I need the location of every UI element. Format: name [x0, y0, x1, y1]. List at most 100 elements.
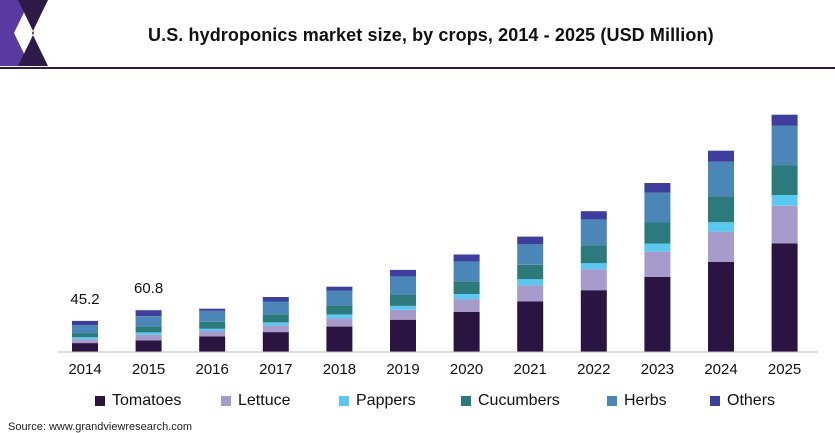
bar-segment-tomatoes-2018 [326, 326, 353, 352]
x-tick-label-2024: 2024 [704, 361, 737, 378]
bar-segment-lettuce-2025 [771, 205, 798, 244]
bar-segment-lettuce-2018 [326, 318, 353, 327]
bar-segment-cucumbers-2024 [708, 196, 734, 223]
bar-segment-cucumbers-2025 [771, 165, 798, 195]
legend-swatch-lettuce [221, 396, 231, 406]
bar-segment-others-2016 [199, 308, 226, 311]
x-tick-label-2019: 2019 [386, 361, 419, 378]
bar-segment-lettuce-2021 [517, 285, 544, 302]
x-tick-label-2025: 2025 [768, 361, 801, 378]
bar-segment-pappers-2016 [199, 328, 226, 331]
bar-segment-pappers-2014 [72, 337, 98, 340]
legend-swatch-cucumbers [461, 396, 471, 406]
bar-segment-herbs-2020 [453, 261, 480, 282]
x-tick-label-2015: 2015 [132, 361, 165, 378]
legend-item-herbs: Herbs [607, 392, 667, 410]
x-tick-label-2014: 2014 [68, 361, 101, 378]
bar-segment-pappers-2022 [580, 263, 607, 270]
brand-logo [0, 0, 48, 66]
legend-swatch-herbs [607, 396, 617, 406]
bar-segment-pappers-2015 [135, 332, 162, 335]
bar-segment-cucumbers-2021 [517, 264, 544, 280]
bar-segment-others-2014 [72, 320, 98, 326]
data-labels: 45.2 60.8 [70, 280, 163, 308]
header-divider [0, 67, 835, 69]
legend-item-cucumbers: Cucumbers [461, 392, 560, 410]
bars-layer [72, 114, 798, 352]
bar-segment-pappers-2018 [326, 314, 353, 319]
bar-segment-lettuce-2024 [708, 231, 734, 262]
bar-segment-herbs-2022 [580, 219, 607, 246]
bar-segment-tomatoes-2016 [199, 336, 226, 352]
bar-segment-pappers-2023 [644, 243, 671, 252]
bar-segment-pappers-2017 [262, 322, 289, 326]
bar-segment-pappers-2020 [453, 294, 480, 300]
bar-segment-tomatoes-2014 [72, 343, 98, 352]
x-tick-label-2016: 2016 [196, 361, 229, 378]
bar-segment-lettuce-2015 [135, 334, 162, 341]
legend-item-others: Others [710, 392, 775, 410]
chart-title: U.S. hydroponics market size, by crops, … [148, 25, 714, 45]
bar-segment-cucumbers-2022 [580, 245, 607, 264]
bar-segment-tomatoes-2020 [453, 311, 480, 352]
bar-segment-others-2020 [453, 254, 480, 262]
bar-segment-herbs-2018 [326, 290, 353, 306]
legend-label-cucumbers: Cucumbers [478, 392, 560, 409]
legend-item-tomatoes: Tomatoes [95, 392, 181, 410]
bar-segment-others-2019 [390, 269, 416, 277]
legend-item-pappers: Pappers [339, 392, 416, 410]
bar-segment-others-2017 [262, 297, 289, 302]
bar-segment-others-2022 [580, 211, 607, 220]
bar-segment-lettuce-2014 [72, 339, 98, 344]
bar-segment-herbs-2016 [199, 310, 226, 322]
bar-segment-cucumbers-2019 [390, 294, 416, 306]
bar-segment-herbs-2021 [517, 244, 544, 265]
bar-segment-tomatoes-2017 [262, 332, 289, 352]
chart-legend: Tomatoes Lettuce Pappers Cucumbers Herbs Othe… [95, 392, 795, 414]
bar-segment-cucumbers-2018 [326, 305, 353, 315]
bar-segment-herbs-2017 [262, 301, 289, 315]
bar-segment-herbs-2015 [135, 316, 162, 327]
bar-segment-cucumbers-2016 [199, 321, 226, 329]
bar-segment-pappers-2025 [771, 195, 798, 206]
bar-segment-tomatoes-2023 [644, 276, 671, 352]
bar-segment-others-2015 [135, 310, 162, 317]
bar-segment-tomatoes-2022 [580, 290, 607, 352]
bar-segment-lettuce-2019 [390, 309, 416, 320]
x-tick-labels: 2014 2015 2016 2017 2018 2019 2020 2021 2022 2023… [68, 361, 801, 378]
legend-label-tomatoes: Tomatoes [112, 392, 182, 409]
bar-segment-cucumbers-2015 [135, 326, 162, 333]
x-tick-label-2017: 2017 [259, 361, 292, 378]
bar-segment-tomatoes-2019 [390, 319, 416, 352]
bar-segment-herbs-2019 [390, 276, 416, 295]
bar-segment-cucumbers-2014 [72, 333, 98, 338]
bar-segment-tomatoes-2021 [517, 301, 544, 352]
source-note: Source: www.grandviewresearch.com [8, 421, 193, 433]
bar-segment-others-2023 [644, 183, 671, 193]
legend-swatch-pappers [339, 396, 349, 406]
bar-segment-others-2018 [326, 286, 353, 291]
bar-segment-lettuce-2022 [580, 269, 607, 291]
x-tick-label-2023: 2023 [641, 361, 674, 378]
bar-segment-others-2021 [517, 236, 544, 245]
legend-item-lettuce: Lettuce [221, 392, 290, 410]
bar-segment-herbs-2025 [771, 125, 798, 166]
bar-segment-tomatoes-2015 [135, 340, 162, 352]
bar-segment-pappers-2024 [708, 222, 734, 232]
legend-swatch-others [710, 396, 720, 406]
data-label-2015: 60.8 [134, 280, 163, 297]
legend-swatch-tomatoes [95, 396, 105, 406]
legend-label-pappers: Pappers [356, 392, 416, 409]
chart-header: U.S. hydroponics market size, by crops, … [0, 0, 835, 70]
bar-segment-tomatoes-2024 [708, 262, 734, 352]
bar-segment-lettuce-2023 [644, 251, 671, 277]
bar-segment-pappers-2021 [517, 279, 544, 286]
legend-label-herbs: Herbs [624, 392, 667, 409]
bar-segment-cucumbers-2023 [644, 222, 671, 244]
stacked-bar-chart: 2014 2015 2016 2017 2018 2019 2020 2021 2022 2023… [58, 114, 818, 378]
bar-segment-herbs-2023 [644, 192, 671, 223]
bar-segment-herbs-2014 [72, 325, 98, 334]
x-tick-label-2021: 2021 [514, 361, 547, 378]
bar-segment-lettuce-2017 [262, 325, 289, 333]
bar-segment-herbs-2024 [708, 161, 734, 197]
